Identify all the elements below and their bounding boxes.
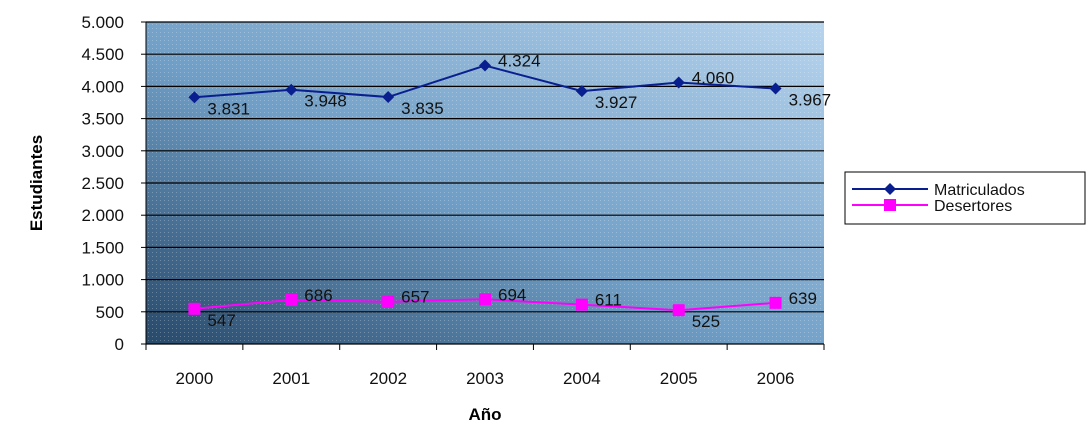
gridlines bbox=[146, 21, 824, 345]
data-label: 3.831 bbox=[207, 99, 250, 118]
data-point bbox=[575, 298, 588, 311]
data-label: 639 bbox=[789, 289, 817, 308]
y-tick-label: 4.500 bbox=[81, 45, 124, 64]
y-tick-label: 4.000 bbox=[81, 77, 124, 96]
x-tick-label: 2000 bbox=[176, 369, 214, 388]
y-tick-label: 5.000 bbox=[81, 13, 124, 32]
data-label: 547 bbox=[207, 311, 235, 330]
data-label: 3.835 bbox=[401, 99, 444, 118]
legend-item-matriculados: Matriculados bbox=[852, 182, 1025, 199]
x-tick-label: 2005 bbox=[660, 369, 698, 388]
y-tick-label: 500 bbox=[96, 303, 124, 322]
data-point bbox=[188, 91, 201, 104]
x-tick-label: 2001 bbox=[272, 369, 310, 388]
y-tick-label: 0 bbox=[115, 335, 124, 354]
data-point bbox=[479, 59, 491, 72]
data-point bbox=[188, 302, 201, 315]
x-tick-label: 2002 bbox=[369, 369, 407, 388]
legend: Matriculados Desertores bbox=[844, 171, 1086, 225]
data-label: 3.967 bbox=[789, 91, 832, 110]
data-label: 3.927 bbox=[595, 93, 638, 112]
data-label: 4.324 bbox=[498, 52, 541, 71]
data-label: 525 bbox=[692, 312, 720, 331]
x-tick-label: 2004 bbox=[563, 369, 601, 388]
series-layer bbox=[188, 59, 782, 317]
x-tick-label: 2006 bbox=[757, 369, 795, 388]
y-tick-label: 2.000 bbox=[81, 206, 124, 225]
data-label: 611 bbox=[595, 291, 622, 310]
data-point bbox=[575, 85, 588, 98]
data-point bbox=[479, 293, 491, 306]
data-label: 4.060 bbox=[692, 69, 735, 88]
x-tick-label: 2003 bbox=[466, 369, 504, 388]
axes: 0 500 1.000 1.500 2.000 2.500 3.000 3.500 4.000 4… bbox=[81, 13, 825, 388]
square-marker-icon bbox=[884, 199, 896, 211]
data-point bbox=[285, 83, 298, 96]
y-tick-label: 1.000 bbox=[81, 271, 124, 290]
legend-label-desertores: Desertores bbox=[934, 198, 1012, 215]
data-point bbox=[382, 91, 395, 104]
diamond-marker-icon bbox=[884, 183, 896, 195]
data-point bbox=[672, 76, 685, 89]
data-point bbox=[382, 295, 395, 308]
data-label: 3.948 bbox=[304, 92, 347, 111]
data-label: 686 bbox=[304, 286, 332, 305]
data-point bbox=[769, 82, 782, 95]
legend-item-desertores: Desertores bbox=[852, 198, 1012, 215]
y-tick-label: 3.000 bbox=[81, 142, 124, 161]
data-label: 657 bbox=[401, 288, 429, 307]
data-point bbox=[285, 293, 298, 306]
y-tick-label: 1.500 bbox=[81, 238, 124, 257]
data-label: 694 bbox=[498, 285, 526, 304]
data-labels: 3.831 3.948 3.835 4.324 3.927 4.060 3.967 547 68… bbox=[207, 52, 831, 332]
y-axis-title: Estudiantes bbox=[27, 135, 46, 231]
y-tick-label: 2.500 bbox=[81, 174, 124, 193]
x-axis-title: Año bbox=[468, 405, 501, 424]
legend-label-matriculados: Matriculados bbox=[934, 182, 1025, 199]
y-tick-label: 3.500 bbox=[81, 110, 124, 129]
data-point bbox=[769, 296, 782, 309]
data-point bbox=[672, 304, 685, 317]
legend-box bbox=[844, 171, 1086, 225]
